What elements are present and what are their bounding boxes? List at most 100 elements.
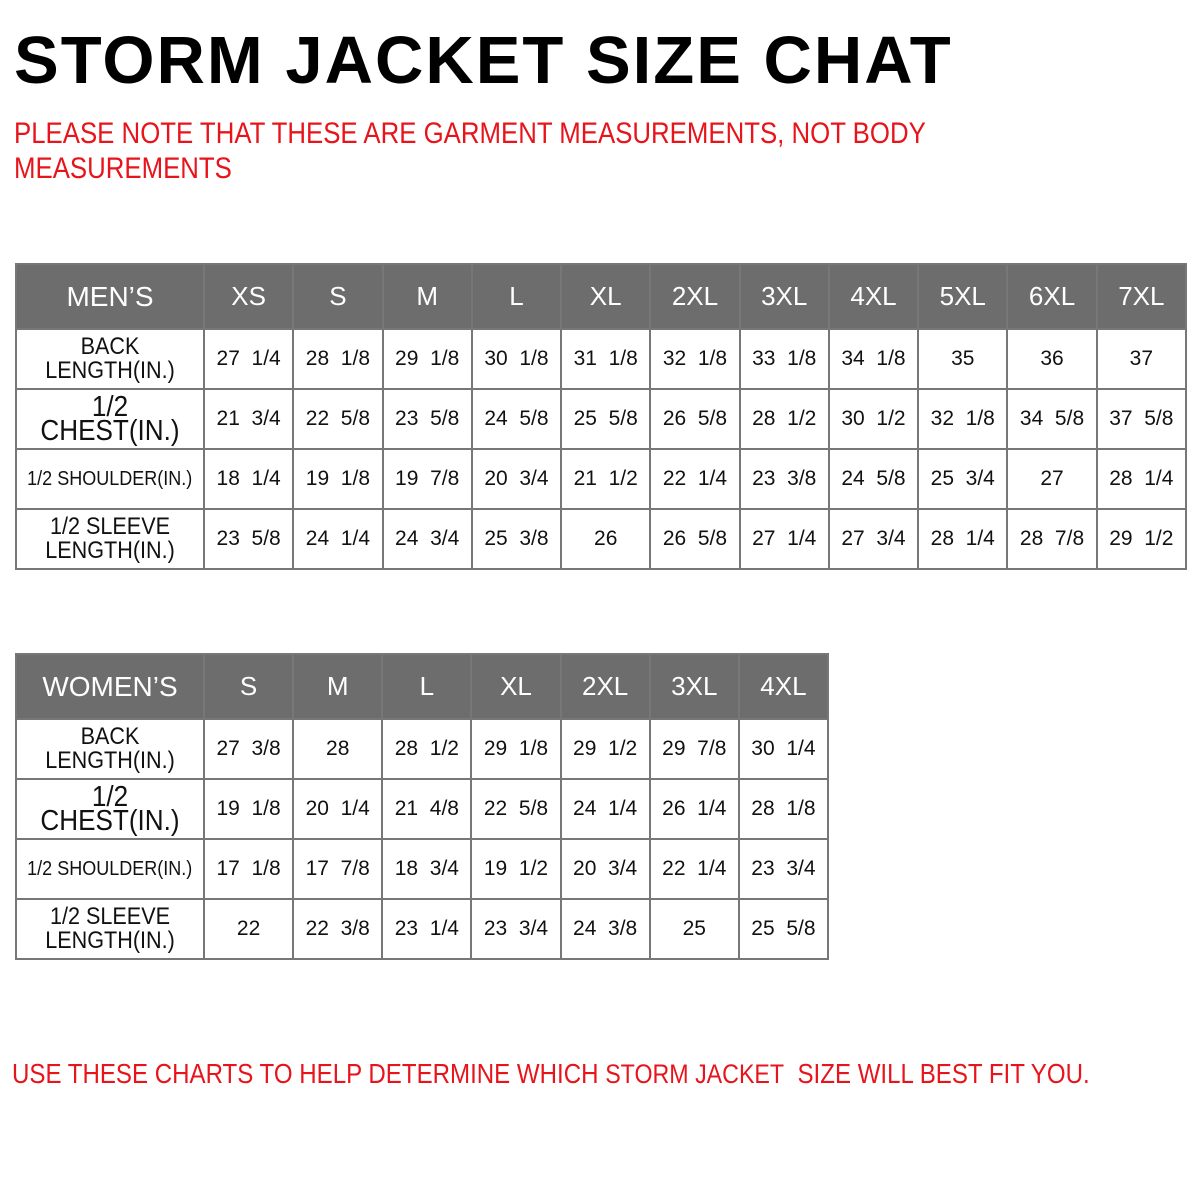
- measurement-cell: 20 3/4: [559, 838, 651, 900]
- row-label: 1/2 CHEST(IN.): [40, 391, 180, 447]
- measurement-cell: 23 1/4: [381, 898, 473, 960]
- measurement-cell: 22 3/8: [292, 898, 384, 960]
- row-label: 1/2 SLEEVE LENGTH(IN.): [45, 513, 175, 564]
- size-header: 6XL: [1006, 263, 1098, 330]
- measurement-cell: 26 5/8: [649, 388, 741, 450]
- footer-suffix: SIZE WILL BEST FIT YOU.: [784, 1058, 1090, 1089]
- size-header: L: [470, 263, 563, 330]
- footer-prefix: USE THESE CHARTS TO HELP DETERMINE WHICH: [12, 1058, 606, 1089]
- measurement-cell: 24 5/8: [470, 388, 563, 450]
- measurement-cell: 27: [1006, 448, 1098, 510]
- table-row: BACK LENGTH(IN.) 27 3/8 28 28 1/2 29 1/8 29 1…: [15, 718, 830, 780]
- measurement-cell: 23 5/8: [202, 508, 295, 570]
- measurement-cell: 26 5/8: [649, 508, 741, 570]
- mens-size-table: MEN’S XS S M L XL 2XL 3XL 4XL 5XL 6XL 7XL BACK LENGT…: [15, 263, 1188, 570]
- measurement-cell: 29 1/8: [381, 328, 473, 390]
- measurement-cell: 24 3/4: [381, 508, 473, 570]
- measurement-cell: 20 3/4: [470, 448, 563, 510]
- measurement-cell: 28 1/8: [737, 778, 830, 840]
- size-header: 7XL: [1095, 263, 1188, 330]
- measurement-cell: 23 3/4: [737, 838, 830, 900]
- row-label: 1/2 CHEST(IN.): [40, 781, 180, 837]
- table-row: 1/2 SHOULDER(IN.) 18 1/4 19 1/8 19 7/8 20 3/…: [15, 448, 1188, 510]
- measurement-cell: 22 1/4: [649, 448, 741, 510]
- measurement-cell: 24 1/4: [559, 778, 651, 840]
- size-header: S: [202, 653, 295, 720]
- measurement-cell: 29 1/2: [1095, 508, 1188, 570]
- measurement-cell: 37 5/8: [1095, 388, 1188, 450]
- measurement-cell: 30 1/2: [827, 388, 920, 450]
- measurement-cell: 26: [560, 508, 652, 570]
- size-header: L: [381, 653, 473, 720]
- measurement-cell: 29 1/2: [559, 718, 651, 780]
- size-header: 2XL: [649, 263, 741, 330]
- row-label: BACK LENGTH(IN.): [45, 723, 175, 774]
- measurement-cell: 34 1/8: [827, 328, 920, 390]
- measurement-cell: 37: [1095, 328, 1188, 390]
- page-title: STORM JACKET SIZE CHAT: [14, 23, 953, 98]
- garment-note: PLEASE NOTE THAT THESE ARE GARMENT MEASU…: [14, 117, 926, 185]
- measurement-cell: 33 1/8: [738, 328, 830, 390]
- measurement-cell: 19 1/2: [470, 838, 562, 900]
- measurement-cell: 31 1/8: [560, 328, 652, 390]
- table-row: 1/2 SLEEVE LENGTH(IN.) 23 5/8 24 1/4 24 3/4…: [15, 508, 1188, 570]
- measurement-cell: 32 1/8: [917, 388, 1009, 450]
- row-label: 1/2 SHOULDER(IN.): [27, 468, 193, 490]
- measurement-cell: 19 1/8: [292, 448, 384, 510]
- size-header: 2XL: [559, 653, 651, 720]
- footer-brand: STORM JACKET: [605, 1059, 785, 1089]
- measurement-cell: 25 5/8: [560, 388, 652, 450]
- size-header: XL: [470, 653, 562, 720]
- measurement-cell: 17 7/8: [292, 838, 384, 900]
- measurement-cell: 35: [917, 328, 1009, 390]
- measurement-cell: 28 1/2: [738, 388, 830, 450]
- measurement-cell: 32 1/8: [649, 328, 741, 390]
- measurement-cell: 21 4/8: [381, 778, 473, 840]
- table-header: MEN’S: [15, 263, 205, 330]
- table-header: WOMEN’S: [15, 653, 205, 720]
- header-row: WOMEN’S S M L XL 2XL 3XL 4XL: [15, 653, 830, 720]
- measurement-cell: 25 3/4: [917, 448, 1009, 510]
- womens-size-table: WOMEN’S S M L XL 2XL 3XL 4XL BACK LENGTH(IN.) 27 …: [15, 653, 830, 960]
- measurement-cell: 30 1/4: [737, 718, 830, 780]
- table-row: 1/2 SHOULDER(IN.) 17 1/8 17 7/8 18 3/4 19 1/…: [15, 838, 830, 900]
- measurement-cell: 27 1/4: [738, 508, 830, 570]
- measurement-cell: 28: [292, 718, 384, 780]
- row-label: 1/2 SLEEVE LENGTH(IN.): [45, 903, 175, 954]
- table-row: 1/2 CHEST(IN.) 21 3/4 22 5/8 23 5/8 24 5/8 25…: [15, 388, 1188, 450]
- measurement-cell: 28 1/8: [292, 328, 384, 390]
- measurement-cell: 23 3/4: [470, 898, 562, 960]
- measurement-cell: 28 1/4: [1095, 448, 1188, 510]
- table-row: 1/2 SLEEVE LENGTH(IN.) 22 22 3/8 23 1/4 23 3…: [15, 898, 830, 960]
- header-row: MEN’S XS S M L XL 2XL 3XL 4XL 5XL 6XL 7XL: [15, 263, 1188, 330]
- footer-text: USE THESE CHARTS TO HELP DETERMINE WHICH…: [12, 1058, 1200, 1090]
- measurement-cell: 28 1/2: [381, 718, 473, 780]
- measurement-cell: 21 3/4: [202, 388, 295, 450]
- size-header: 3XL: [648, 653, 740, 720]
- measurement-cell: 18 1/4: [202, 448, 295, 510]
- size-header: XS: [202, 263, 295, 330]
- measurement-cell: 34 5/8: [1006, 388, 1098, 450]
- measurement-cell: 22 1/4: [648, 838, 740, 900]
- measurement-cell: 27 3/8: [202, 718, 295, 780]
- measurement-cell: 26 1/4: [648, 778, 740, 840]
- size-header: 4XL: [737, 653, 830, 720]
- measurement-cell: 20 1/4: [292, 778, 384, 840]
- measurement-cell: 24 1/4: [292, 508, 384, 570]
- size-header: XL: [560, 263, 652, 330]
- measurement-cell: 22: [202, 898, 295, 960]
- measurement-cell: 22 5/8: [292, 388, 384, 450]
- measurement-cell: 19 7/8: [381, 448, 473, 510]
- measurement-cell: 36: [1006, 328, 1098, 390]
- measurement-cell: 28 1/4: [917, 508, 1009, 570]
- measurement-cell: 23 3/8: [738, 448, 830, 510]
- row-label: 1/2 SHOULDER(IN.): [27, 858, 193, 880]
- measurement-cell: 24 5/8: [827, 448, 920, 510]
- size-header: S: [292, 263, 384, 330]
- measurement-cell: 29 1/8: [470, 718, 562, 780]
- measurement-cell: 27 3/4: [827, 508, 920, 570]
- measurement-cell: 21 1/2: [560, 448, 652, 510]
- measurement-cell: 25: [648, 898, 740, 960]
- size-header: M: [292, 653, 384, 720]
- measurement-cell: 25 3/8: [470, 508, 563, 570]
